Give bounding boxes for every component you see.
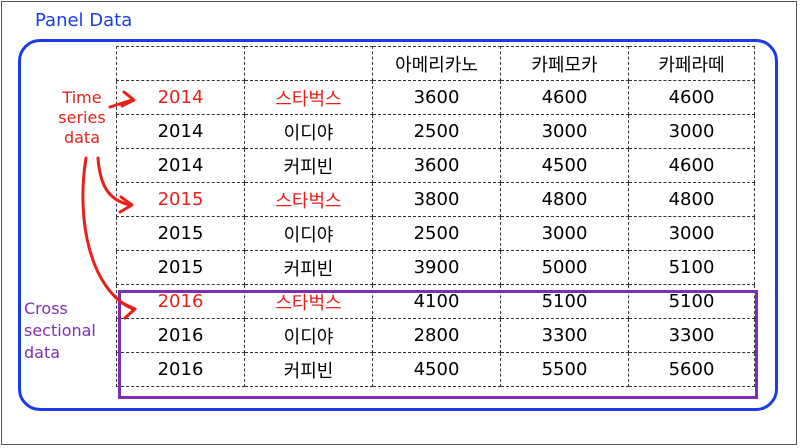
cell-mocha: 4800 (500, 182, 629, 217)
table-row: 2014 커피빈 3600 4500 4600 (116, 148, 755, 183)
table-row: 2016 커피빈 4500 5500 5600 (116, 352, 755, 387)
cross-sectional-label: Cross sectional data (24, 298, 114, 364)
table-row: 2015 커피빈 3900 5000 5100 (116, 250, 755, 285)
arrowhead-2015 (118, 195, 134, 214)
cell-americano: 4500 (372, 352, 501, 387)
header-cell-brand (244, 46, 373, 81)
cell-latte: 4600 (628, 80, 755, 115)
cell-americano: 2500 (372, 216, 501, 251)
table-row: 2016 스타벅스 4100 5100 5100 (116, 284, 755, 319)
cell-mocha: 5500 (500, 352, 629, 387)
cell-mocha: 3000 (500, 216, 629, 251)
cell-year: 2016 (116, 284, 245, 319)
time-series-label-line: Time (62, 88, 102, 107)
cell-mocha: 5100 (500, 284, 629, 319)
panel-data-title: Panel Data (35, 10, 133, 31)
cross-sectional-label-line: data (24, 343, 61, 362)
cell-mocha: 3000 (500, 114, 629, 149)
time-series-label-line: series (58, 108, 106, 127)
arrow-to-2016 (81, 156, 135, 311)
cell-brand: 스타벅스 (244, 284, 373, 319)
panel-data-table: 아메리카노 카페모카 카페라떼 2014 스타벅스 3600 4600 4600… (116, 46, 755, 387)
cell-americano: 2500 (372, 114, 501, 149)
time-series-label: Time series data (46, 88, 118, 148)
cell-year: 2016 (116, 352, 245, 387)
table-row: 2014 이디야 2500 3000 3000 (116, 114, 755, 149)
cell-latte: 3000 (628, 114, 755, 149)
header-cell-latte: 카페라떼 (628, 46, 755, 81)
cell-latte: 5600 (628, 352, 755, 387)
arrowhead-2014 (120, 90, 136, 108)
cell-latte: 5100 (628, 250, 755, 285)
cross-sectional-label-line: sectional (24, 321, 96, 340)
table-row: 2015 스타벅스 3800 4800 4800 (116, 182, 755, 217)
cell-year: 2016 (116, 318, 245, 353)
cell-year: 2015 (116, 182, 245, 217)
cell-brand: 이디야 (244, 114, 373, 149)
cell-americano: 3600 (372, 148, 501, 183)
cell-brand: 스타벅스 (244, 182, 373, 217)
cell-brand: 이디야 (244, 216, 373, 251)
cell-latte: 3000 (628, 216, 755, 251)
panel-data-box (18, 39, 778, 411)
cell-mocha: 4600 (500, 80, 629, 115)
cell-latte: 5100 (628, 284, 755, 319)
cross-sectional-label-line: Cross (24, 299, 68, 318)
cell-year: 2015 (116, 250, 245, 285)
arrowhead-2016 (120, 301, 137, 320)
cell-americano: 3600 (372, 80, 501, 115)
header-cell-mocha: 카페모카 (500, 46, 629, 81)
cross-sectional-box (118, 290, 758, 399)
table-row: 2015 이디야 2500 3000 3000 (116, 216, 755, 251)
cell-year: 2014 (116, 80, 245, 115)
time-series-label-line: data (63, 128, 101, 147)
cell-year: 2014 (116, 114, 245, 149)
cell-americano: 4100 (372, 284, 501, 319)
cell-americano: 3900 (372, 250, 501, 285)
arrow-to-2015 (96, 156, 132, 207)
cell-latte: 3300 (628, 318, 755, 353)
cell-year: 2015 (116, 216, 245, 251)
